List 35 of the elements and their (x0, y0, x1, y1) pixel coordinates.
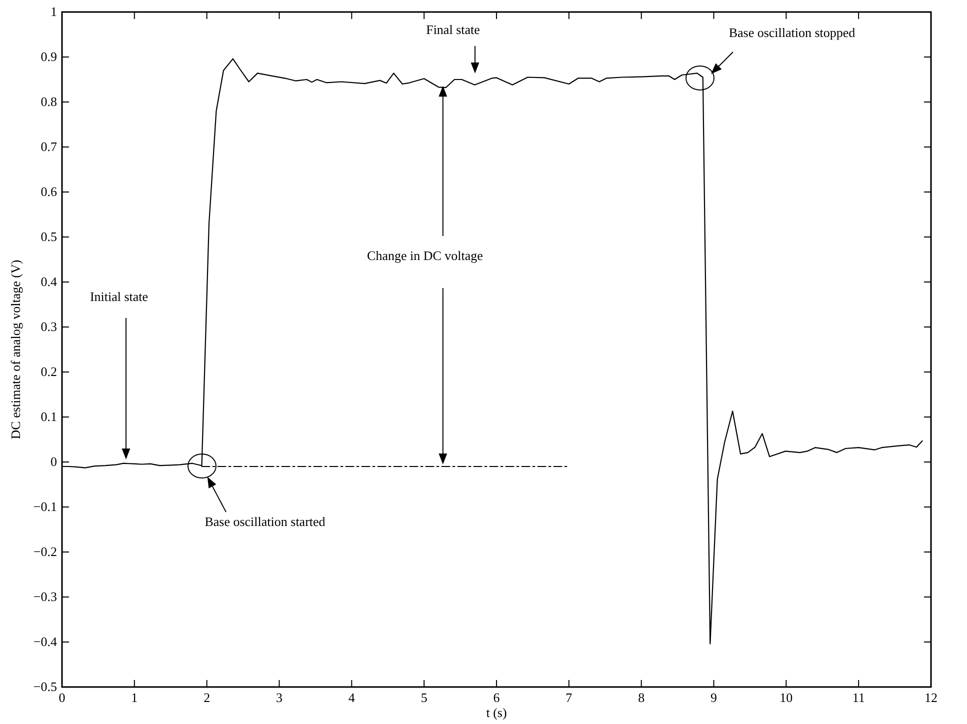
annotation: Base oscillation started (204, 514, 326, 529)
y-tick-label: −0.3 (33, 589, 57, 604)
y-tick-label: 0.7 (40, 139, 58, 154)
x-tick-label: 1 (131, 690, 138, 705)
x-tick-label: 8 (638, 690, 645, 705)
x-tick-label: 2 (204, 690, 210, 705)
y-tick-label: 0 (50, 454, 57, 469)
y-tick-label: 0.6 (40, 184, 58, 199)
y-tick-label: −0.4 (33, 634, 58, 649)
y-tick-label: −0.2 (33, 544, 57, 559)
y-tick-label: 0.4 (40, 274, 58, 289)
y-tick-label: 0.5 (40, 229, 57, 244)
x-tick-label: 7 (566, 690, 573, 705)
y-tick-label: −0.1 (33, 499, 57, 514)
annotation: Initial state (90, 289, 148, 304)
y-axis-title: DC estimate of analog voltage (V) (8, 260, 23, 440)
y-tick-label: 0.1 (40, 409, 57, 424)
x-tick-label: 11 (852, 690, 865, 705)
x-tick-label: 9 (710, 690, 717, 705)
x-tick-label: 6 (493, 690, 500, 705)
x-axis-title: t (s) (486, 705, 507, 720)
annotation: Change in DC voltage (367, 248, 484, 263)
y-tick-label: 0.2 (40, 364, 57, 379)
x-tick-label: 3 (276, 690, 282, 705)
y-tick-label: 0.9 (40, 49, 57, 64)
y-tick-label: 0.8 (40, 94, 57, 109)
annotation: Base oscillation stopped (728, 25, 856, 40)
x-tick-label: 4 (348, 690, 356, 705)
y-tick-label: −0.5 (33, 679, 57, 694)
x-tick-label: 5 (420, 690, 428, 705)
y-tick-label: 0.3 (40, 319, 57, 334)
x-tick-label: 10 (780, 690, 793, 705)
y-tick-label: 1 (50, 4, 57, 19)
x-tick-label: 12 (924, 690, 938, 705)
annotation: Final state (426, 22, 480, 37)
